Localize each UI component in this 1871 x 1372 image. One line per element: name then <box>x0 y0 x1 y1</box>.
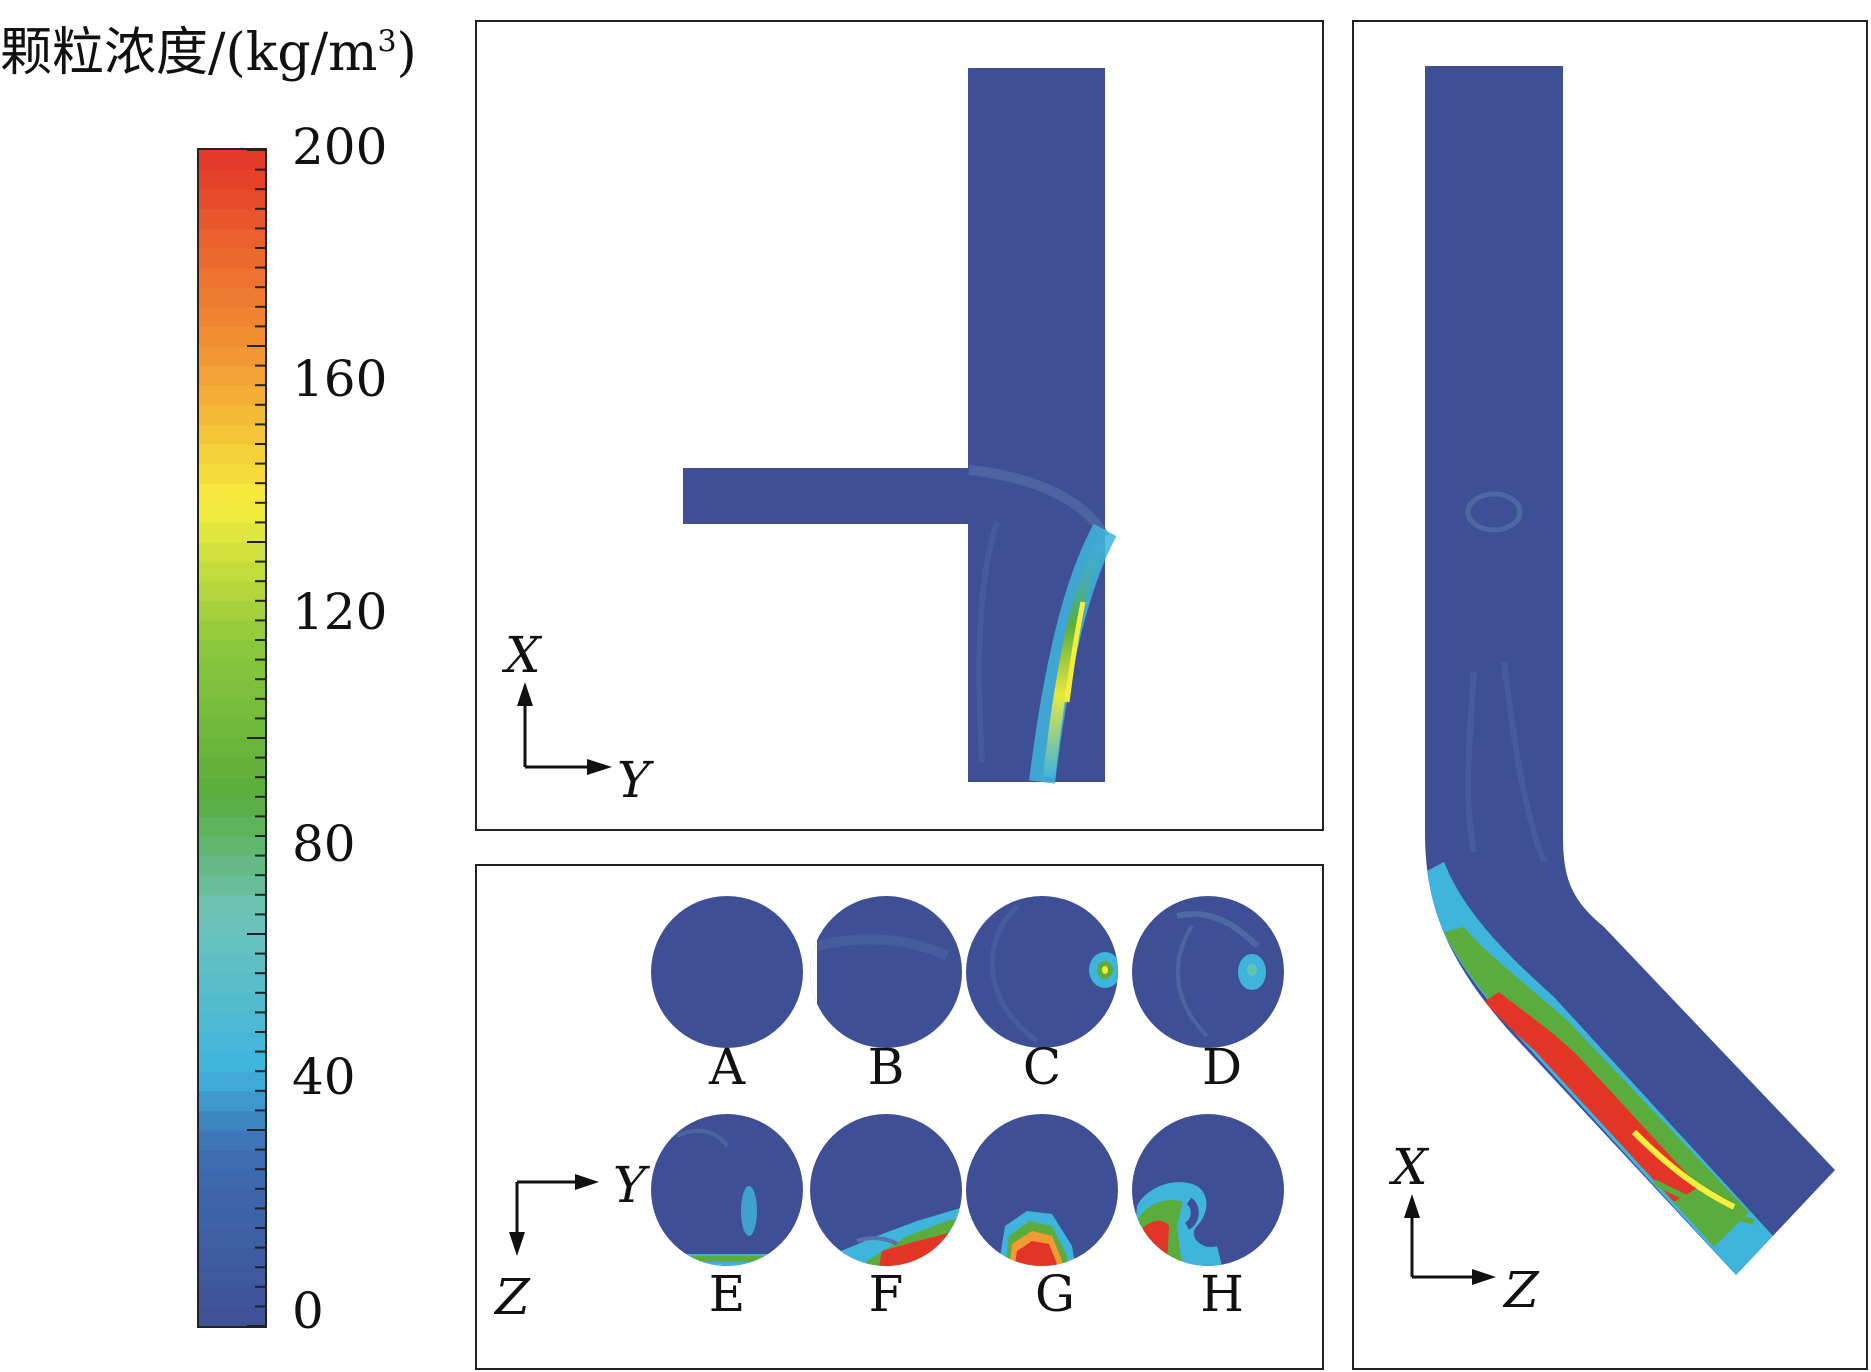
axis-label-y: Y <box>617 751 654 809</box>
cross-sections-panel: A B C D E F G H Y Z <box>475 864 1324 1370</box>
section-label-a: A <box>708 1038 746 1096</box>
colorbar-band <box>199 1228 265 1249</box>
colorbar-tick-40: 40 <box>292 1048 356 1106</box>
colorbar-band <box>199 248 265 269</box>
colorbar-band <box>199 1286 265 1307</box>
axis-label-x: X <box>501 626 543 684</box>
axes-indicator: X Z <box>1388 1138 1540 1319</box>
colorbar-band <box>199 620 265 641</box>
colorbar-band <box>199 757 265 778</box>
section-label-h: H <box>1200 1265 1244 1323</box>
colorbar-band <box>199 698 265 719</box>
section-e <box>651 1114 803 1266</box>
section-b <box>810 896 962 1048</box>
section-c <box>966 896 1118 1048</box>
branch-pipe <box>683 468 970 524</box>
axis-label-y: Y <box>613 1156 650 1214</box>
section-label-e: E <box>709 1265 746 1323</box>
colorbar-band <box>199 679 265 700</box>
section-label-b: B <box>868 1038 905 1096</box>
colorbar-band <box>199 522 265 543</box>
colorbar-tick-80: 80 <box>292 815 356 873</box>
colorbar-band <box>199 1188 265 1209</box>
colorbar-tick-120: 120 <box>292 583 388 641</box>
colorbar-band <box>199 777 265 798</box>
xz-plane-panel: X Z <box>1352 20 1868 1370</box>
colorbar-band <box>199 228 265 249</box>
colorbar-band <box>199 404 265 425</box>
colorbar-band <box>199 973 265 994</box>
colorbar-band <box>199 600 265 621</box>
colorbar-band <box>199 1051 265 1072</box>
colorbar-band <box>199 502 265 523</box>
colorbar-band <box>199 542 265 563</box>
colorbar-band <box>199 444 265 465</box>
colorbar-band <box>199 1012 265 1033</box>
colorbar-band <box>199 287 265 308</box>
colorbar-band <box>199 581 265 602</box>
section-h <box>1132 1114 1284 1266</box>
colorbar-band <box>199 816 265 837</box>
colorbar-band <box>199 953 265 974</box>
section-f <box>810 1114 962 1266</box>
colorbar-band <box>199 189 265 210</box>
section-label-g: G <box>1035 1265 1075 1323</box>
colorbar-band <box>199 738 265 759</box>
axis-label-x: X <box>1388 1138 1430 1196</box>
colorbar-band <box>199 934 265 955</box>
section-label-f: F <box>869 1265 904 1323</box>
colorbar-band <box>199 875 265 896</box>
axes-indicator: Y Z <box>493 1156 650 1326</box>
colorbar-band <box>199 1208 265 1229</box>
colorbar-band <box>199 561 265 582</box>
colorbar-band <box>199 1071 265 1092</box>
colorbar-band <box>199 1149 265 1170</box>
colorbar-tick-160: 160 <box>292 350 388 408</box>
colorbar-band <box>199 169 265 190</box>
section-g <box>966 1114 1118 1266</box>
colorbar-band <box>199 894 265 915</box>
colorbar-band <box>199 346 265 367</box>
colorbar-tick-200: 200 <box>292 118 388 176</box>
colorbar-band <box>199 992 265 1013</box>
colorbar-band <box>199 463 265 484</box>
colorbar-band <box>199 1247 265 1268</box>
section-a <box>651 896 803 1048</box>
colorbar <box>197 148 267 1328</box>
axis-label-z: Z <box>493 1268 531 1326</box>
colorbar-band <box>199 1130 265 1151</box>
colorbar-band <box>199 855 265 876</box>
colorbar-band <box>199 1090 265 1111</box>
colorbar-band <box>199 306 265 327</box>
colorbar-band <box>199 914 265 935</box>
colorbar-band <box>199 836 265 857</box>
colorbar-band <box>199 1267 265 1288</box>
colorbar-band <box>199 385 265 406</box>
colorbar-band <box>199 718 265 739</box>
colorbar-band <box>199 1306 265 1326</box>
colorbar-band <box>199 659 265 680</box>
main-pipe <box>968 68 1105 782</box>
axes-indicator: X Y <box>501 626 654 809</box>
legend-title: 颗粒浓度/(kg/m3) <box>0 23 417 83</box>
colorbar-band <box>199 1032 265 1053</box>
colorbar-band <box>199 424 265 445</box>
colorbar-band <box>199 208 265 229</box>
colorbar-band <box>199 640 265 661</box>
colorbar-band <box>199 365 265 386</box>
colorbar-band <box>199 150 265 171</box>
section-label-c: C <box>1023 1038 1061 1096</box>
colorbar-tick-0: 0 <box>292 1282 324 1340</box>
colorbar-band <box>199 796 265 817</box>
colorbar-band <box>199 483 265 504</box>
colorbar-band <box>199 326 265 347</box>
axis-label-z: Z <box>1502 1261 1540 1319</box>
colorbar-band <box>199 1110 265 1131</box>
section-d <box>1132 896 1284 1048</box>
xy-plane-panel: X Y <box>475 20 1324 831</box>
colorbar-band <box>199 267 265 288</box>
colorbar-band <box>199 1169 265 1190</box>
section-label-d: D <box>1202 1038 1242 1096</box>
